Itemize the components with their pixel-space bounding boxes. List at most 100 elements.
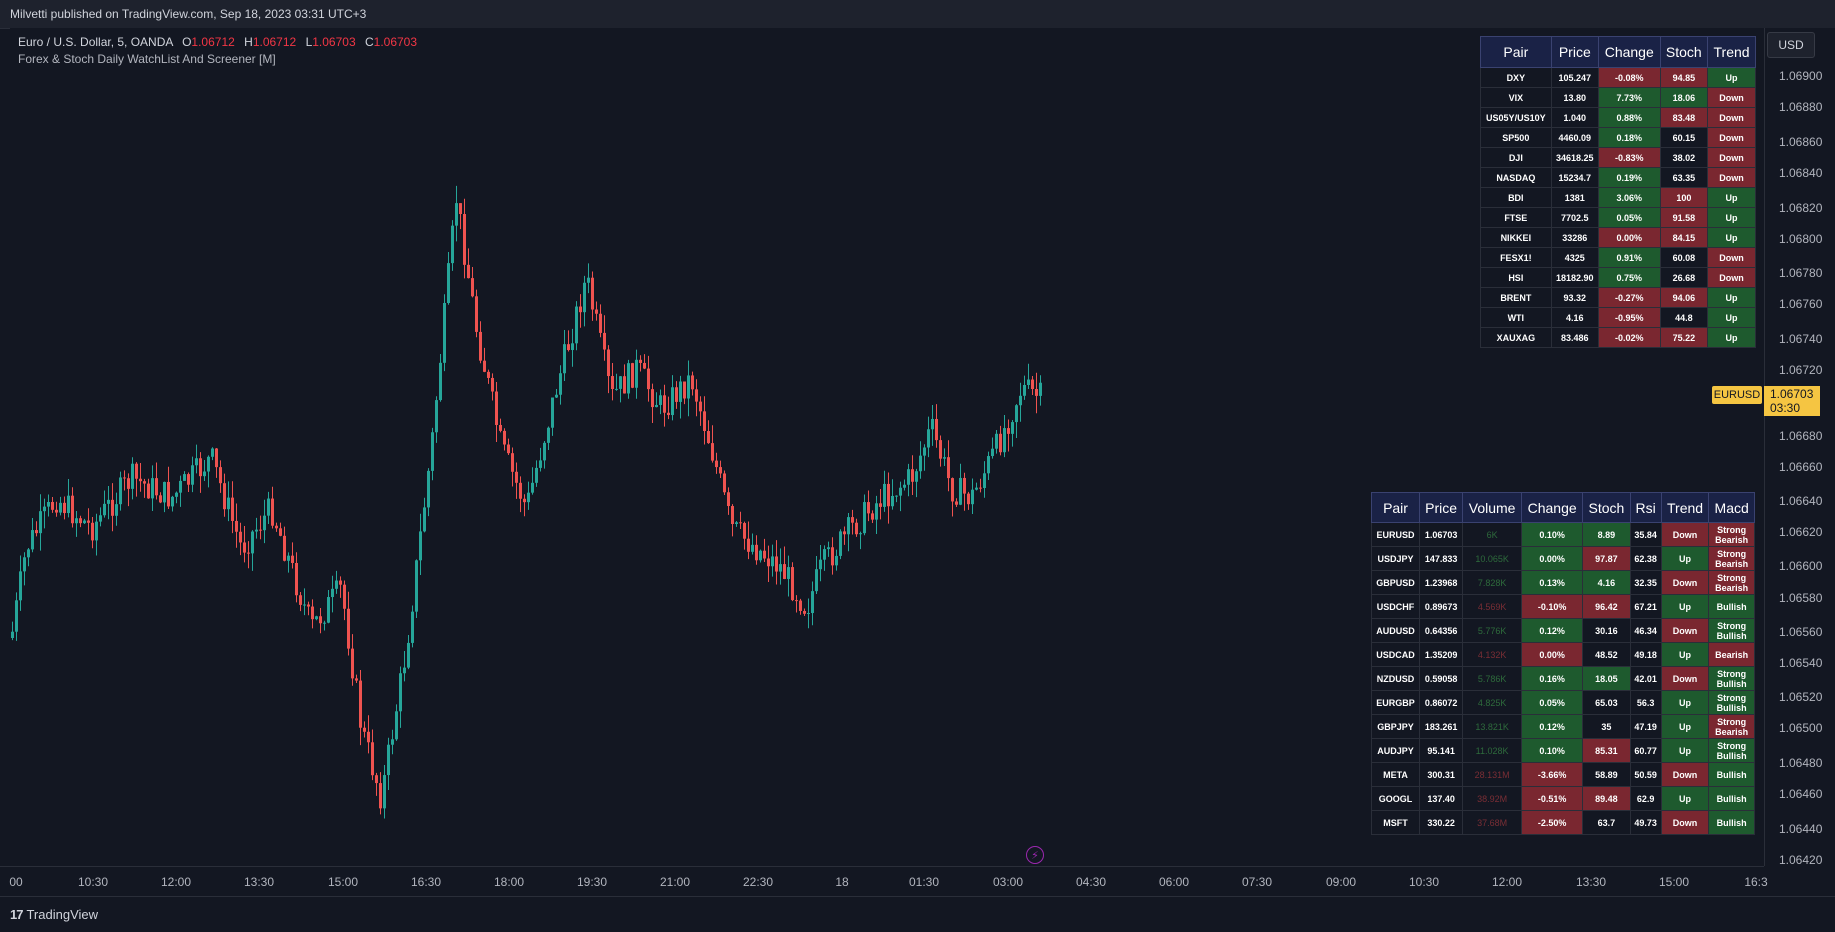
candle-body <box>627 363 630 394</box>
cell-pair: GBPUSD <box>1370 570 1421 595</box>
candle-body <box>23 557 26 572</box>
cell-pair: US05Y/US10Y <box>1480 107 1552 128</box>
candle-body <box>79 518 82 524</box>
current-price-tag: 1.06703 03:30 <box>1764 386 1820 416</box>
time-axis[interactable]: 00 10:30 12:00 13:30 15:00 16:30 18:00 19:30 21:… <box>0 866 1768 897</box>
macd-signal: Bearish <box>1715 582 1749 593</box>
candle-body <box>987 456 990 474</box>
macd-strength: Strong <box>1717 716 1747 727</box>
candle-body <box>71 495 74 524</box>
currency-button[interactable]: USD <box>1767 32 1815 58</box>
candle-body <box>391 739 394 745</box>
price-axis-label: 1.06720 <box>1779 363 1823 377</box>
candle-body <box>871 513 874 520</box>
candle-body <box>959 477 962 505</box>
cell-pair: WTI <box>1480 307 1552 328</box>
cell-stoch: 18.05 <box>1582 666 1631 691</box>
high-label: H <box>244 35 253 49</box>
cell-trend: Down <box>1707 267 1756 288</box>
close-value: 1.06703 <box>373 35 418 49</box>
cell-price: 300.31 <box>1419 762 1464 787</box>
candle-body <box>259 529 262 531</box>
cell-pair: BDI <box>1480 187 1552 208</box>
candle-body <box>779 564 782 572</box>
candle-body <box>323 622 326 624</box>
cell-price: 83.486 <box>1550 327 1599 348</box>
candle-body <box>507 444 510 454</box>
candle-body <box>495 391 498 425</box>
cell-stoch: 89.48 <box>1582 786 1631 811</box>
candle-body <box>723 473 726 493</box>
cell-price: 13.80 <box>1550 87 1599 108</box>
cell-pair: SP500 <box>1480 127 1552 148</box>
price-axis-label: 1.06900 <box>1779 69 1823 83</box>
candle-body <box>519 482 522 499</box>
lightning-icon[interactable]: ⚡ <box>1026 846 1044 864</box>
table-row: SP500 4460.09 0.18% 60.15 Down <box>1480 127 1756 148</box>
close-label: C <box>364 35 374 49</box>
cell-stoch: 91.58 <box>1659 207 1709 228</box>
candle-body <box>459 203 462 215</box>
price-axis[interactable]: 1.06900 1.06880 1.06860 1.06840 1.06820 1.068… <box>1764 28 1835 867</box>
candle-body <box>103 503 106 516</box>
candle-body <box>947 457 950 479</box>
cell-rsi: 49.18 <box>1629 642 1662 667</box>
candle-body <box>63 502 66 514</box>
candle-body <box>743 523 746 539</box>
macd-strength: Strong <box>1717 548 1747 559</box>
candle-body <box>827 547 830 550</box>
candle-body <box>611 376 614 390</box>
candle-body <box>155 478 158 496</box>
cell-change: 0.88% <box>1597 107 1661 128</box>
chart-pane[interactable] <box>10 28 1764 866</box>
screener-table: Pair Price Volume Change Stoch Rsi Trend Macd E… <box>1370 492 1755 835</box>
candle-body <box>767 558 770 567</box>
candle-body <box>455 203 458 226</box>
time-axis-label: 06:00 <box>1158 875 1190 889</box>
cell-change: 0.91% <box>1597 247 1661 268</box>
candle-body <box>543 442 546 461</box>
cell-pair: USDCHF <box>1370 594 1421 619</box>
candle-body <box>1019 395 1022 406</box>
cell-change: -0.95% <box>1597 307 1661 328</box>
cell-trend: Down <box>1660 570 1710 595</box>
symbol-title[interactable]: Euro / U.S. Dollar, 5, OANDA <box>18 35 173 49</box>
candle-body <box>571 343 574 351</box>
symbol-price-tag: EURUSD <box>1712 386 1762 404</box>
candle-body <box>855 522 858 535</box>
cell-stoch: 85.31 <box>1582 738 1631 763</box>
candle-body <box>1015 405 1018 423</box>
cell-pair: NIKKEI <box>1480 227 1552 248</box>
cell-change: -3.66% <box>1521 762 1584 787</box>
cell-pair: BRENT <box>1480 287 1552 308</box>
candle-body <box>943 457 946 459</box>
cell-stoch: 58.89 <box>1582 762 1631 787</box>
cell-change: -0.51% <box>1521 786 1584 811</box>
cell-stoch: 65.03 <box>1582 690 1631 715</box>
cell-stoch: 48.52 <box>1582 642 1631 667</box>
table-header: Trend <box>1660 492 1710 523</box>
indicator-title[interactable]: Forex & Stoch Daily WatchList And Screen… <box>18 52 276 66</box>
cell-rsi: 56.3 <box>1629 690 1662 715</box>
candle-body <box>923 447 926 456</box>
cell-stoch: 8.89 <box>1582 522 1631 547</box>
table-header: Change <box>1597 36 1661 68</box>
candle-body <box>863 502 866 534</box>
tradingview-logo[interactable]: 17 TradingView <box>10 907 98 922</box>
candle-body <box>175 492 178 497</box>
table-row: HSI 18182.90 0.75% 26.68 Down <box>1480 267 1756 288</box>
cell-price: 0.64356 <box>1419 618 1464 643</box>
cell-pair: NASDAQ <box>1480 167 1552 188</box>
table-row: USDCHF 0.89673 4.569K -0.10% 96.42 67.21 Up Bul… <box>1370 594 1755 619</box>
time-axis-label: 01:30 <box>908 875 940 889</box>
candle-body <box>1027 379 1030 385</box>
cell-price: 15234.7 <box>1550 167 1599 188</box>
candle-body <box>811 591 814 614</box>
cell-pair: AUDJPY <box>1370 738 1421 763</box>
candle-body <box>719 467 722 474</box>
cell-volume: 28.131M <box>1462 762 1523 787</box>
candle-body <box>479 331 482 361</box>
candle-body <box>703 411 706 432</box>
candle-body <box>367 731 370 743</box>
time-axis-label: 15:00 <box>1658 875 1690 889</box>
